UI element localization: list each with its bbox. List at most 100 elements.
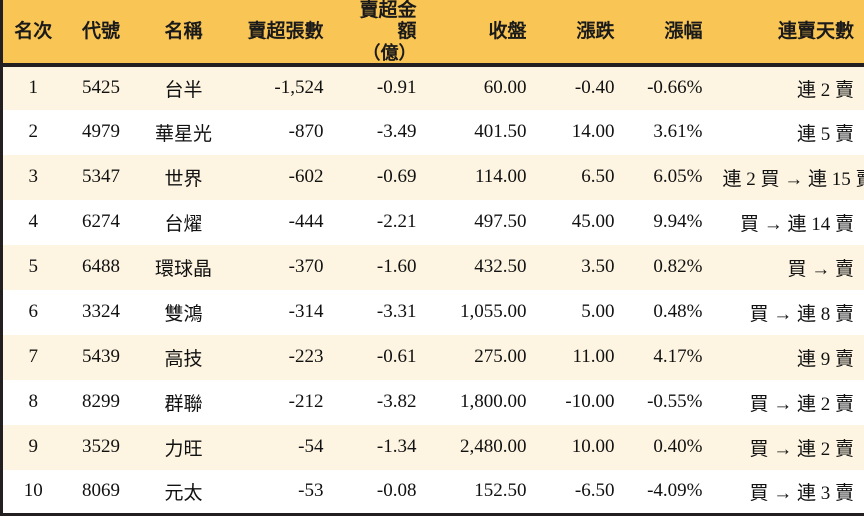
cell-rank: 4 (2, 200, 64, 245)
cell-lots: -314 (229, 290, 334, 335)
cell-amount: -3.82 (334, 380, 427, 425)
cell-rank: 1 (2, 65, 64, 110)
cell-lots: -212 (229, 380, 334, 425)
column-header-lots: 賣超張數 (229, 0, 334, 65)
cell-lots: -444 (229, 200, 334, 245)
cell-pct: 3.61% (625, 110, 713, 155)
cell-change: 45.00 (537, 200, 625, 245)
cell-pct: -0.55% (625, 380, 713, 425)
column-header-pct-label: 漲幅 (664, 21, 702, 42)
cell-name: 台半 (139, 65, 229, 110)
column-header-code-label: 代號 (82, 21, 120, 42)
column-header-name-label: 名稱 (164, 21, 202, 42)
cell-rank: 2 (2, 110, 64, 155)
cell-pct: -0.66% (625, 65, 713, 110)
cell-close: 497.50 (427, 200, 537, 245)
cell-rank: 3 (2, 155, 64, 200)
cell-days: 連 5 賣 (713, 110, 864, 155)
cell-change: 6.50 (537, 155, 625, 200)
cell-close: 401.50 (427, 110, 537, 155)
cell-amount: -1.60 (334, 245, 427, 290)
cell-amount: -0.91 (334, 65, 427, 110)
cell-pct: 0.40% (625, 425, 713, 470)
cell-days: 連 9 賣 (713, 335, 864, 380)
cell-days: 買 → 賣 (713, 245, 864, 290)
cell-name: 華星光 (139, 110, 229, 155)
cell-close: 432.50 (427, 245, 537, 290)
cell-amount: -2.21 (334, 200, 427, 245)
cell-code: 8299 (64, 380, 139, 425)
cell-lots: -370 (229, 245, 334, 290)
cell-code: 6274 (64, 200, 139, 245)
cell-close: 1,800.00 (427, 380, 537, 425)
column-header-rank-label: 名次 (14, 21, 52, 42)
column-header-change-label: 漲跌 (576, 21, 614, 42)
cell-lots: -870 (229, 110, 334, 155)
cell-code: 4979 (64, 110, 139, 155)
column-header-days: 連賣天數 (713, 0, 864, 65)
cell-lots: -1,524 (229, 65, 334, 110)
cell-days: 連 2 賣 (713, 65, 864, 110)
cell-amount: -3.49 (334, 110, 427, 155)
cell-days: 買 → 連 2 賣 (713, 380, 864, 425)
column-header-name: 名稱 (139, 0, 229, 65)
cell-days: 買 → 連 8 賣 (713, 290, 864, 335)
cell-change: 14.00 (537, 110, 625, 155)
cell-name: 雙鴻 (139, 290, 229, 335)
column-header-change: 漲跌 (537, 0, 625, 65)
cell-code: 3529 (64, 425, 139, 470)
cell-amount: -0.61 (334, 335, 427, 380)
cell-code: 5425 (64, 65, 139, 110)
cell-close: 114.00 (427, 155, 537, 200)
column-header-close-label: 收盤 (488, 21, 526, 42)
cell-rank: 6 (2, 290, 64, 335)
cell-change: -10.00 (537, 380, 625, 425)
cell-name: 環球晶 (139, 245, 229, 290)
cell-pct: 4.17% (625, 335, 713, 380)
cell-name: 台燿 (139, 200, 229, 245)
cell-name: 力旺 (139, 425, 229, 470)
cell-pct: 0.48% (625, 290, 713, 335)
column-header-code: 代號 (64, 0, 139, 65)
cell-lots: -53 (229, 470, 334, 515)
cell-amount: -0.08 (334, 470, 427, 515)
table-header: 名次 代號 名稱 賣超張數 賣超金額（億） 收盤 漲跌 漲幅 連賣天數 (2, 0, 864, 65)
cell-rank: 5 (2, 245, 64, 290)
cell-lots: -54 (229, 425, 334, 470)
cell-days: 買 → 連 14 賣 (713, 200, 864, 245)
column-header-rank: 名次 (2, 0, 64, 65)
cell-rank: 8 (2, 380, 64, 425)
cell-change: -6.50 (537, 470, 625, 515)
cell-rank: 9 (2, 425, 64, 470)
cell-close: 60.00 (427, 65, 537, 110)
cell-name: 高技 (139, 335, 229, 380)
cell-close: 275.00 (427, 335, 537, 380)
cell-amount: -1.34 (334, 425, 427, 470)
cell-pct: 0.82% (625, 245, 713, 290)
column-header-amount-label: 賣超金額 (359, 0, 416, 42)
cell-change: 5.00 (537, 290, 625, 335)
cell-pct: 9.94% (625, 200, 713, 245)
cell-code: 8069 (64, 470, 139, 515)
cell-days: 買 → 連 2 賣 (713, 425, 864, 470)
cell-rank: 7 (2, 335, 64, 380)
cell-change: 3.50 (537, 245, 625, 290)
column-header-close: 收盤 (427, 0, 537, 65)
cell-change: 11.00 (537, 335, 625, 380)
cell-rank: 10 (2, 470, 64, 515)
cell-name: 群聯 (139, 380, 229, 425)
column-header-amount-unit: （億） (344, 43, 417, 63)
cell-code: 5347 (64, 155, 139, 200)
column-header-pct: 漲幅 (625, 0, 713, 65)
